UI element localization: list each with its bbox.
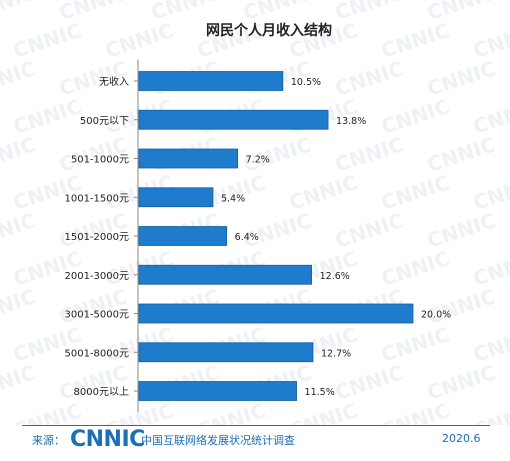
category-label: 1001-1500元	[64, 193, 129, 204]
data-label: 20.0%	[421, 310, 451, 321]
data-label: 10.5%	[291, 77, 321, 88]
bar	[138, 342, 314, 363]
bar	[138, 264, 313, 285]
footer-source-label: 来源：	[32, 434, 65, 447]
data-label: 11.5%	[305, 387, 335, 398]
data-label: 5.4%	[221, 193, 245, 204]
footer-date: 2020.6	[442, 432, 481, 445]
footer-organization: 中国互联网络发展状况统计调查	[141, 434, 295, 447]
data-label: 12.7%	[321, 348, 351, 359]
cnnic-logo: CNNIC	[70, 427, 145, 452]
data-label: 12.6%	[320, 271, 350, 282]
bar	[138, 187, 214, 208]
bar-chart: 无收入 10.5% 500元以下 13.8% 501-1000元 7.2% 1001-150…	[64, 59, 451, 413]
chart-title: 网民个人月收入结构	[206, 23, 332, 39]
data-label: 6.4%	[235, 232, 259, 243]
category-label: 无收入	[99, 75, 129, 88]
category-label: 3001-5000元	[64, 310, 129, 321]
bar	[138, 109, 329, 130]
category-label: 500元以下	[80, 116, 129, 127]
bar	[138, 303, 414, 324]
data-label: 13.8%	[336, 116, 366, 127]
bar	[138, 381, 297, 401]
data-label: 7.2%	[246, 155, 270, 166]
footer-divider	[22, 425, 490, 426]
bar	[138, 71, 284, 91]
bar	[138, 148, 239, 169]
category-label: 5001-8000元	[64, 348, 129, 359]
category-label: 501-1000元	[71, 155, 129, 166]
category-label: 8000元以上	[74, 386, 129, 398]
category-label: 1501-2000元	[64, 232, 129, 243]
category-label: 2001-3000元	[64, 271, 129, 282]
bar	[138, 226, 228, 246]
